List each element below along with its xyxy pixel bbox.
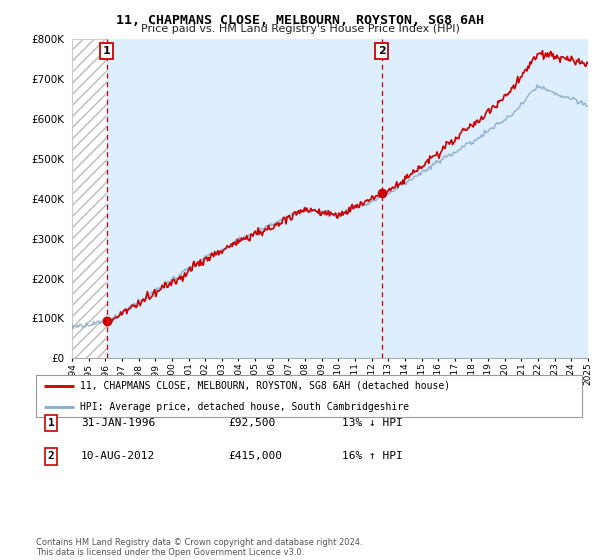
Text: 11, CHAPMANS CLOSE, MELBOURN, ROYSTON, SG8 6AH: 11, CHAPMANS CLOSE, MELBOURN, ROYSTON, S…	[116, 14, 484, 27]
Text: 2: 2	[378, 46, 385, 56]
Text: £92,500: £92,500	[228, 418, 275, 428]
Text: 11, CHAPMANS CLOSE, MELBOURN, ROYSTON, SG8 6AH (detached house): 11, CHAPMANS CLOSE, MELBOURN, ROYSTON, S…	[80, 381, 450, 391]
Bar	[107, 39, 588, 358]
Text: 1: 1	[103, 46, 110, 56]
Text: 1: 1	[47, 418, 55, 428]
Text: HPI: Average price, detached house, South Cambridgeshire: HPI: Average price, detached house, Sout…	[80, 402, 409, 412]
Text: £415,000: £415,000	[228, 451, 282, 461]
Text: 16% ↑ HPI: 16% ↑ HPI	[342, 451, 403, 461]
Text: Contains HM Land Registry data © Crown copyright and database right 2024.
This d: Contains HM Land Registry data © Crown c…	[36, 538, 362, 557]
Bar	[72, 39, 107, 358]
Text: 2: 2	[47, 451, 55, 461]
Text: Price paid vs. HM Land Registry's House Price Index (HPI): Price paid vs. HM Land Registry's House …	[140, 24, 460, 34]
Text: 31-JAN-1996: 31-JAN-1996	[81, 418, 155, 428]
Text: 13% ↓ HPI: 13% ↓ HPI	[342, 418, 403, 428]
Text: 10-AUG-2012: 10-AUG-2012	[81, 451, 155, 461]
